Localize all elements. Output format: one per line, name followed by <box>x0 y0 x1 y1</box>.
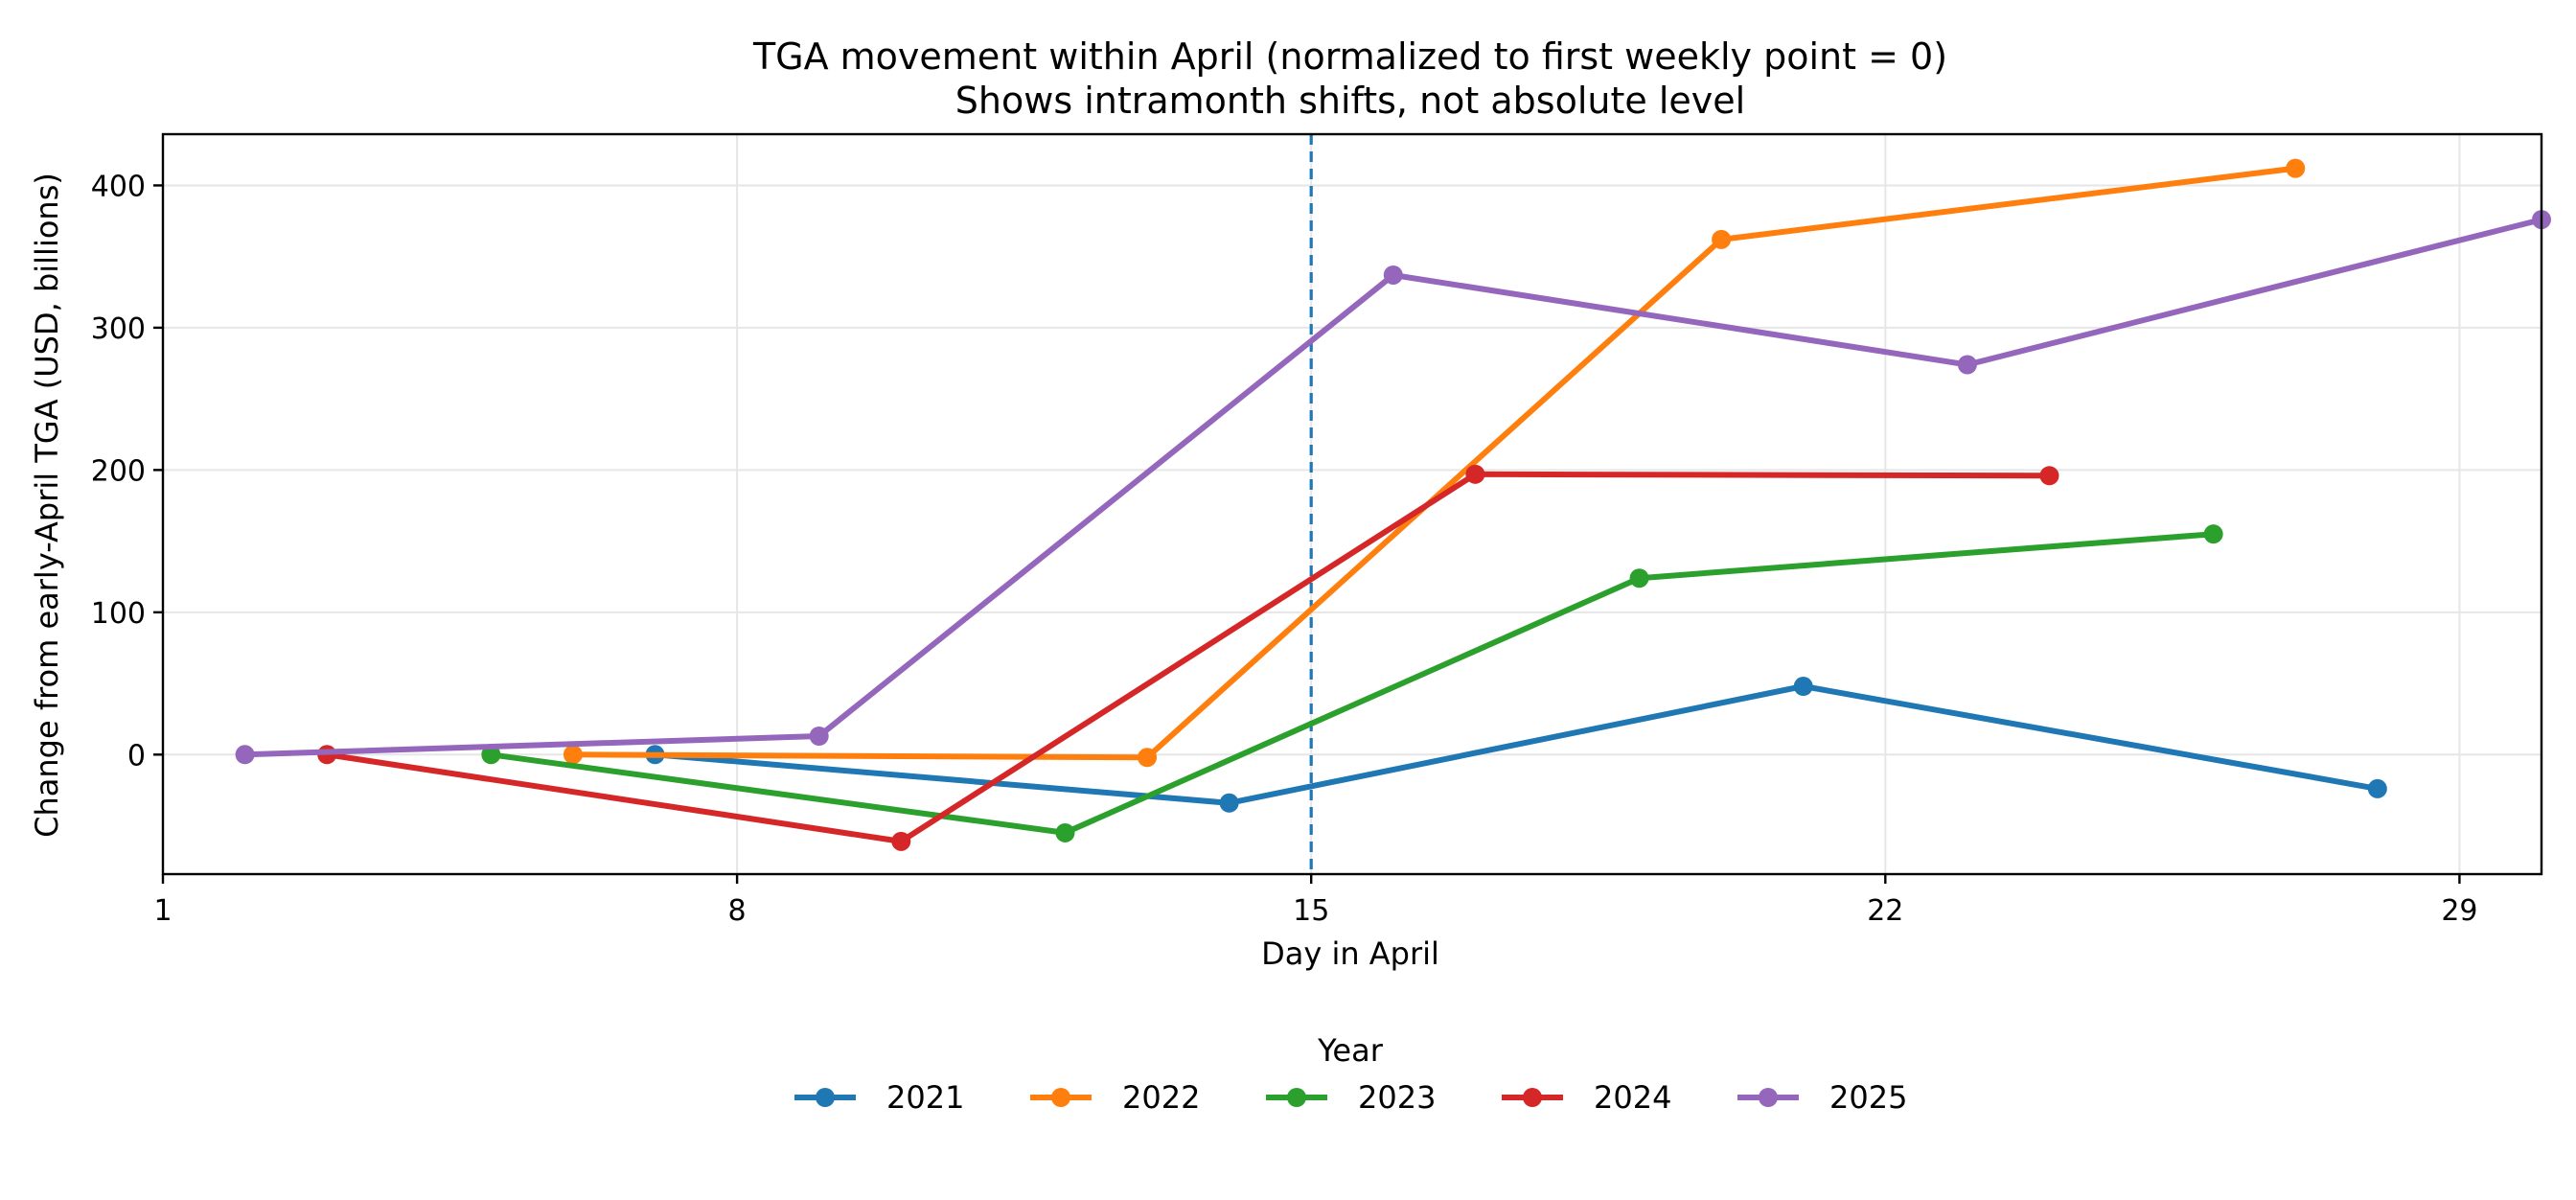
series-line-2024 <box>326 471 2050 844</box>
data-point-2022 <box>1712 229 1732 249</box>
series-2023 <box>481 524 2223 842</box>
legend-marker-2023 <box>1287 1088 1306 1107</box>
data-point-2021 <box>2367 778 2387 798</box>
data-point-2023 <box>481 745 501 765</box>
series-line-2021 <box>655 683 2379 806</box>
y-tick-label: 300 <box>91 312 146 346</box>
legend-label-2022: 2022 <box>1122 1079 1200 1116</box>
chart-title: TGA movement within April (normalized to… <box>752 35 1947 78</box>
y-tick-label: 200 <box>91 454 146 488</box>
data-point-2022 <box>563 745 583 765</box>
series-2025 <box>235 210 2551 765</box>
x-tick-label: 1 <box>153 894 172 928</box>
axis-ticks: 1 8 15 22 29 0 100 200 300 400 <box>91 170 2478 928</box>
data-point-2023 <box>2203 524 2223 544</box>
series-line-2023 <box>490 531 2214 836</box>
data-point-2025 <box>235 745 255 765</box>
series-2021 <box>645 677 2387 813</box>
data-point-2021 <box>1219 793 1239 813</box>
data-point-2022 <box>2286 158 2306 178</box>
series-layer <box>235 158 2551 851</box>
legend-item-2021: 2021 <box>794 1079 964 1116</box>
series-2024 <box>317 464 2059 851</box>
legend-item-2023: 2023 <box>1266 1079 1436 1116</box>
x-tick-label: 8 <box>728 894 747 928</box>
legend-title: Year <box>1317 1032 1384 1069</box>
legend-label-2023: 2023 <box>1358 1079 1436 1116</box>
x-tick-label: 29 <box>2441 894 2477 928</box>
legend-item-2025: 2025 <box>1737 1079 1907 1116</box>
data-point-2024 <box>1465 464 1485 484</box>
grid <box>162 134 2542 874</box>
data-point-2025 <box>1383 265 1403 285</box>
series-line-2025 <box>244 217 2542 758</box>
chart-subtitle: Shows intramonth shifts, not absolute le… <box>955 80 1745 122</box>
data-point-2024 <box>891 831 911 851</box>
y-tick-label: 400 <box>91 170 146 203</box>
series-2022 <box>563 158 2306 768</box>
legend-marker-2025 <box>1759 1088 1778 1107</box>
x-tick-label: 22 <box>1867 894 1903 928</box>
x-tick-label: 15 <box>1293 894 1329 928</box>
data-point-2023 <box>1055 822 1075 842</box>
data-point-2025 <box>1957 355 1977 375</box>
data-point-2024 <box>2039 466 2059 486</box>
legend-marker-2024 <box>1523 1088 1542 1107</box>
legend-label-2021: 2021 <box>886 1079 964 1116</box>
data-point-2022 <box>1138 748 1158 768</box>
legend-label-2024: 2024 <box>1594 1079 1671 1116</box>
plot-frame <box>161 132 2543 876</box>
data-point-2021 <box>1793 677 1813 697</box>
legend-marker-2022 <box>1051 1088 1070 1107</box>
x-axis-label: Day in April <box>1261 935 1439 972</box>
data-point-2025 <box>809 726 829 746</box>
legend: 2021 2022 2023 2024 2025 <box>794 1079 1907 1116</box>
legend-item-2024: 2024 <box>1502 1079 1671 1116</box>
y-tick-label: 100 <box>91 597 146 631</box>
legend-label-2025: 2025 <box>1829 1079 1907 1116</box>
y-tick-label: 0 <box>127 739 146 773</box>
legend-marker-2021 <box>816 1088 835 1107</box>
legend-item-2022: 2022 <box>1030 1079 1200 1116</box>
data-point-2023 <box>1629 568 1649 588</box>
y-axis-label: Change from early-April TGA (USD, billio… <box>29 173 65 838</box>
